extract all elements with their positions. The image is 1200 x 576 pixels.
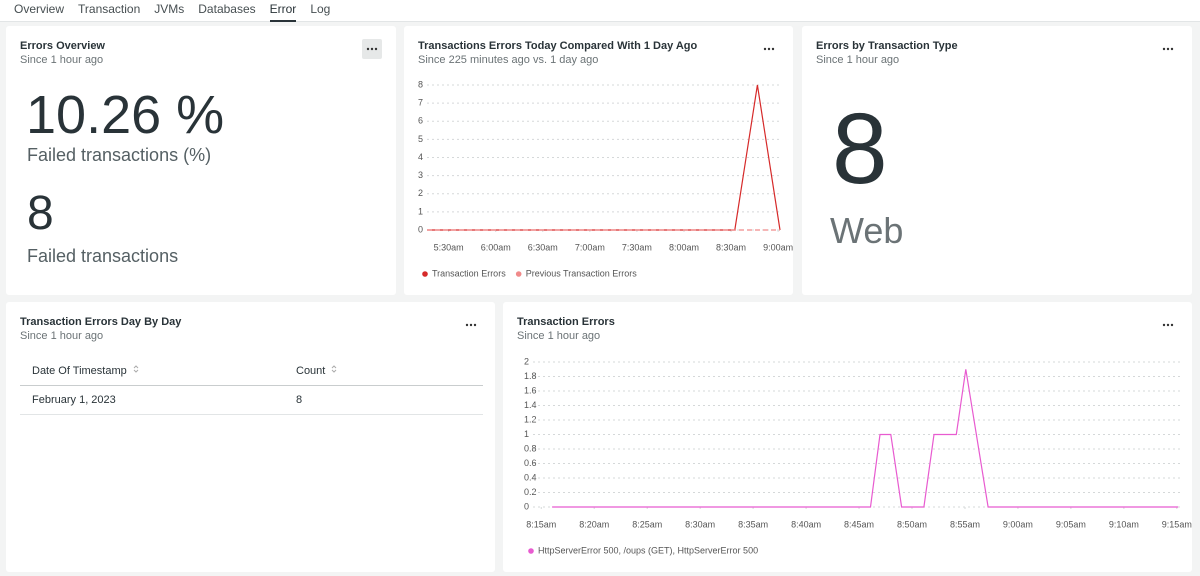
x-tick-label: 9:00am — [1003, 519, 1033, 529]
card: Transaction Errors Day By Day Since 1 ho… — [6, 302, 495, 572]
tab[interactable]: Log — [310, 2, 331, 16]
sort-icon — [133, 365, 139, 373]
billboard-value: 8 — [832, 93, 888, 205]
x-tick-label: 8:25am — [632, 519, 662, 529]
y-tick-label: 0.8 — [524, 443, 537, 453]
tab[interactable]: JVMs — [154, 2, 185, 16]
y-tick-label: 4 — [418, 152, 423, 162]
y-tick-label: 0 — [524, 501, 529, 511]
x-tick-label: 8:00am — [669, 242, 699, 252]
x-tick-label: 7:00am — [575, 242, 605, 252]
card: Transaction Errors Since 1 hour ago 0 0.2… — [503, 302, 1192, 572]
x-tick-label: 6:30am — [528, 242, 558, 252]
y-tick-label: 0.6 — [524, 458, 537, 468]
y-tick-label: 1 — [418, 206, 423, 216]
menu-button[interactable] — [461, 315, 481, 335]
table: Date Of Timestamp Count February 1, 2023 8 — [20, 356, 483, 415]
y-tick-label: 1.4 — [524, 400, 537, 410]
metric-value: 8 — [27, 187, 54, 240]
x-tick-label: 8:30am — [716, 242, 746, 252]
y-tick-label: 5 — [418, 134, 423, 144]
card-title: Transaction Errors Day By Day — [20, 316, 182, 328]
sort-icon — [332, 365, 337, 373]
card-subtitle: Since 1 hour ago — [517, 330, 601, 342]
x-tick-label: 9:00am — [763, 242, 793, 252]
column-header[interactable]: Count — [284, 356, 483, 386]
card-subtitle: Since 1 hour ago — [20, 330, 104, 342]
legend-label: Transaction Errors — [432, 268, 506, 278]
y-tick-label: 0 — [418, 224, 423, 234]
y-tick-label: 3 — [418, 170, 423, 180]
tab-bar: Overview Transaction JVMs Databases Error Log — [0, 0, 1200, 22]
menu-button[interactable] — [1158, 39, 1178, 59]
menu-button[interactable] — [362, 39, 382, 59]
card: Transactions Errors Today Compared With … — [404, 26, 793, 295]
card-title: Errors by Transaction Type — [816, 40, 958, 52]
y-tick-label: 1.2 — [524, 414, 537, 424]
series-line — [552, 369, 1179, 508]
tab[interactable]: Transaction — [78, 2, 141, 16]
metric-label: Failed transactions — [27, 246, 179, 266]
y-tick-label: 6 — [418, 116, 423, 126]
x-tick-label: 7:30am — [622, 242, 652, 252]
y-tick-label: 0.2 — [524, 487, 537, 497]
table-cell: February 1, 2023 — [20, 385, 284, 415]
x-tick-label: 8:55am — [950, 519, 980, 529]
y-tick-label: 2 — [418, 188, 423, 198]
x-tick-label: 5:30am — [434, 242, 464, 252]
legend-swatch — [515, 271, 522, 277]
legend-label: Previous Transaction Errors — [526, 268, 638, 278]
tab[interactable]: Overview — [14, 2, 65, 16]
x-tick-label: 9:05am — [1056, 519, 1086, 529]
x-tick-label: 8:35am — [738, 519, 768, 529]
x-tick-label: 8:40am — [791, 519, 821, 529]
table-row: February 1, 2023 8 — [20, 385, 483, 415]
card-title: Transaction Errors — [517, 316, 615, 328]
legend-swatch — [528, 548, 534, 554]
x-tick-label: 8:50am — [897, 519, 927, 529]
tab[interactable]: Error — [269, 2, 297, 22]
x-tick-label: 8:15am — [526, 519, 556, 529]
x-tick-label: 8:20am — [579, 519, 609, 529]
card-subtitle: Since 1 hour ago — [20, 54, 104, 66]
line-chart: 0 0.2 0.4 0.6 0.8 1 1.2 1.4 1.6 1.8 2 8:15am 8:20am 8… — [524, 356, 1192, 555]
menu-button[interactable] — [759, 39, 779, 59]
x-tick-label: 8:30am — [685, 519, 715, 529]
card: Errors by Transaction Type Since 1 hour … — [802, 26, 1192, 295]
card: Errors Overview Since 1 hour ago 10.26 %… — [6, 26, 396, 295]
x-tick-label: 6:00am — [481, 242, 511, 252]
y-tick-label: 1.8 — [524, 371, 537, 381]
card-title: Errors Overview — [20, 40, 105, 52]
metric-value: 10.26 % — [26, 85, 225, 145]
legend-label: HttpServerError 500, /oups (GET), HttpSe… — [538, 545, 758, 555]
menu-button[interactable] — [1158, 315, 1178, 335]
line-chart: 0 1 2 3 4 5 6 7 8 5:30am 6:00am 6:30am 7:00am 7:30am 8… — [418, 79, 793, 278]
tab[interactable]: Databases — [198, 2, 256, 16]
card-subtitle: Since 225 minutes ago vs. 1 day ago — [418, 54, 599, 66]
y-tick-label: 8 — [418, 79, 423, 89]
x-tick-label: 8:45am — [844, 519, 874, 529]
y-tick-label: 1 — [524, 429, 529, 439]
y-tick-label: 1.6 — [524, 385, 537, 395]
legend-swatch — [422, 271, 428, 277]
card-title: Transactions Errors Today Compared With … — [418, 40, 698, 52]
column-header[interactable]: Date Of Timestamp — [20, 356, 284, 386]
metric-label: Failed transactions (%) — [27, 145, 212, 165]
table-cell: 8 — [284, 385, 483, 415]
y-tick-label: 2 — [524, 356, 529, 366]
x-tick-label: 9:10am — [1109, 519, 1139, 529]
y-tick-label: 0.4 — [524, 472, 537, 482]
card-subtitle: Since 1 hour ago — [816, 54, 900, 66]
y-tick-label: 7 — [418, 98, 423, 108]
billboard-label: Web — [830, 210, 904, 251]
x-tick-label: 9:15am — [1162, 519, 1192, 529]
